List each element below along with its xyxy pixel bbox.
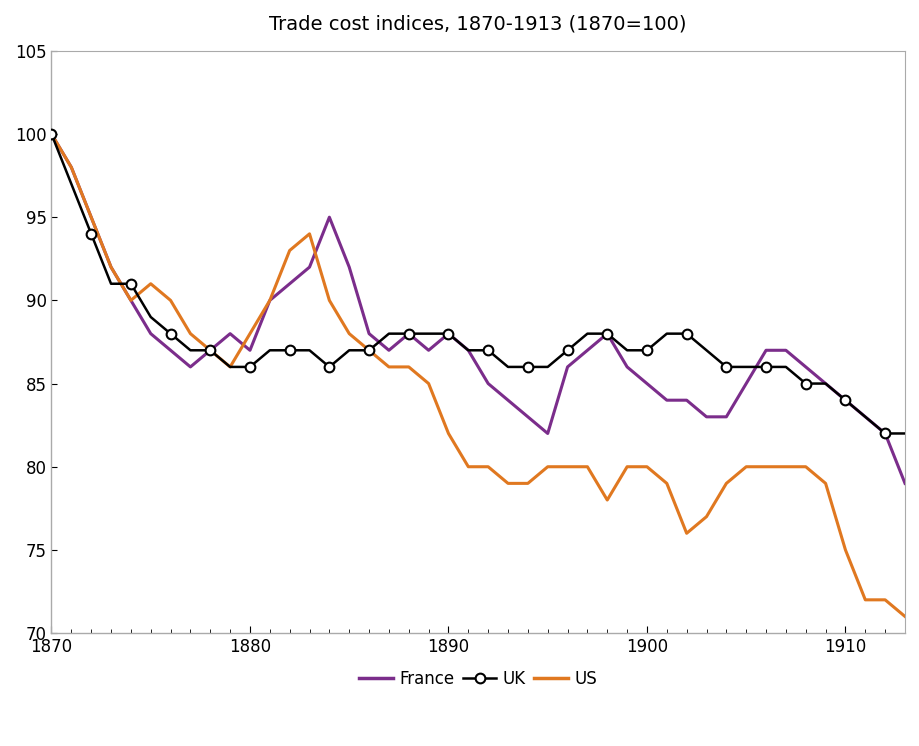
Title: Trade cost indices, 1870-1913 (1870=100): Trade cost indices, 1870-1913 (1870=100) (269, 15, 686, 34)
Legend: France, UK, US: France, UK, US (352, 663, 603, 695)
